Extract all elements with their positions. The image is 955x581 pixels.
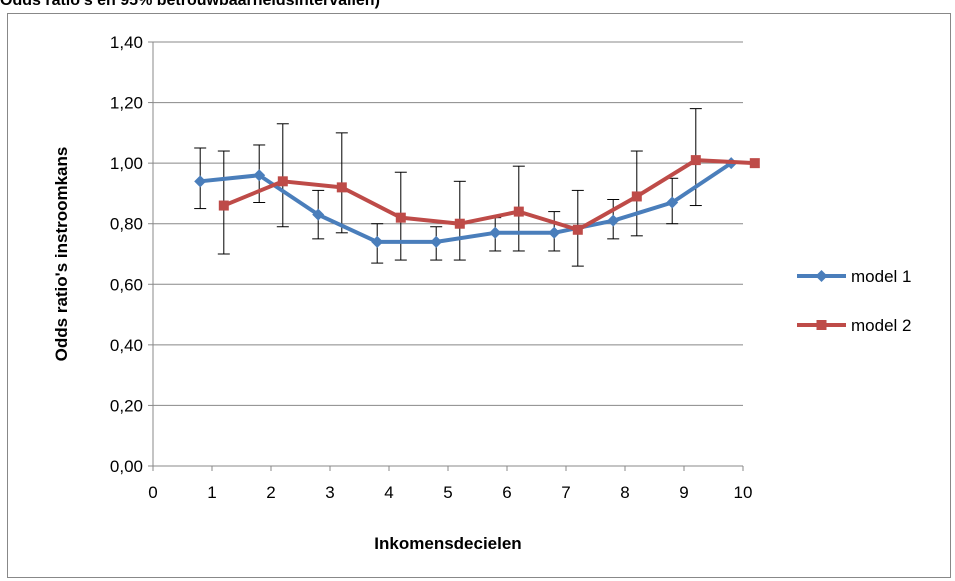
data-point (513, 206, 524, 217)
series (194, 155, 760, 248)
x-axis-label: Inkomensdecielen (374, 534, 521, 553)
data-point (631, 191, 642, 202)
x-tick-label: 1 (207, 483, 216, 502)
y-tick-label: 0,40 (110, 336, 143, 355)
data-point (489, 226, 502, 239)
data-point (454, 218, 465, 229)
y-tick-label: 0,60 (110, 275, 143, 294)
data-point (371, 235, 384, 248)
data-point (607, 214, 620, 227)
y-tick-label: 0,00 (110, 457, 143, 476)
legend-marker (816, 320, 827, 330)
y-tick-label: 0,20 (110, 396, 143, 415)
x-tick-label: 10 (734, 483, 753, 502)
x-tick-label: 7 (561, 483, 570, 502)
chart-frame (7, 13, 951, 578)
x-tick-label: 6 (502, 483, 511, 502)
legend-label: model 2 (851, 316, 911, 335)
page-title: Odds ratio's en 95% betrouwbaarheidsinte… (0, 0, 380, 9)
data-point (572, 224, 583, 235)
x-tick-label: 2 (266, 483, 275, 502)
y-tick-label: 1,00 (110, 154, 143, 173)
data-point (312, 208, 325, 221)
y-axis-label: Odds ratio's instroomkans (52, 147, 71, 362)
x-tick-label: 0 (148, 483, 157, 502)
data-point (666, 196, 679, 209)
x-tick-label: 4 (384, 483, 393, 502)
data-point (253, 169, 266, 182)
data-point (430, 235, 443, 248)
data-point (218, 200, 229, 211)
data-point (194, 175, 207, 188)
y-tick-label: 1,20 (110, 94, 143, 113)
legend-marker (815, 270, 828, 282)
x-tick-label: 8 (620, 483, 629, 502)
series-line-2 (223, 158, 755, 232)
y-tick-label: 0,80 (110, 215, 143, 234)
legend: model 1 model 2 (797, 267, 911, 335)
legend-label: model 1 (851, 267, 911, 286)
data-point (336, 182, 347, 193)
data-point (690, 155, 701, 166)
data-point (395, 212, 406, 223)
series-line-1 (199, 161, 733, 244)
gridlines (153, 41, 743, 406)
y-tick-label: 1,40 (110, 33, 143, 52)
data-point (749, 158, 760, 169)
x-tick-label: 5 (443, 483, 452, 502)
axes: 0,00 0,20 0,40 0,60 0,80 1,00 1,20 1,40 0 1 2 3 4 5 6 7… (110, 33, 753, 502)
x-tick-label: 9 (679, 483, 688, 502)
data-point (277, 176, 288, 187)
data-point (548, 226, 561, 239)
x-tick-label: 3 (325, 483, 334, 502)
